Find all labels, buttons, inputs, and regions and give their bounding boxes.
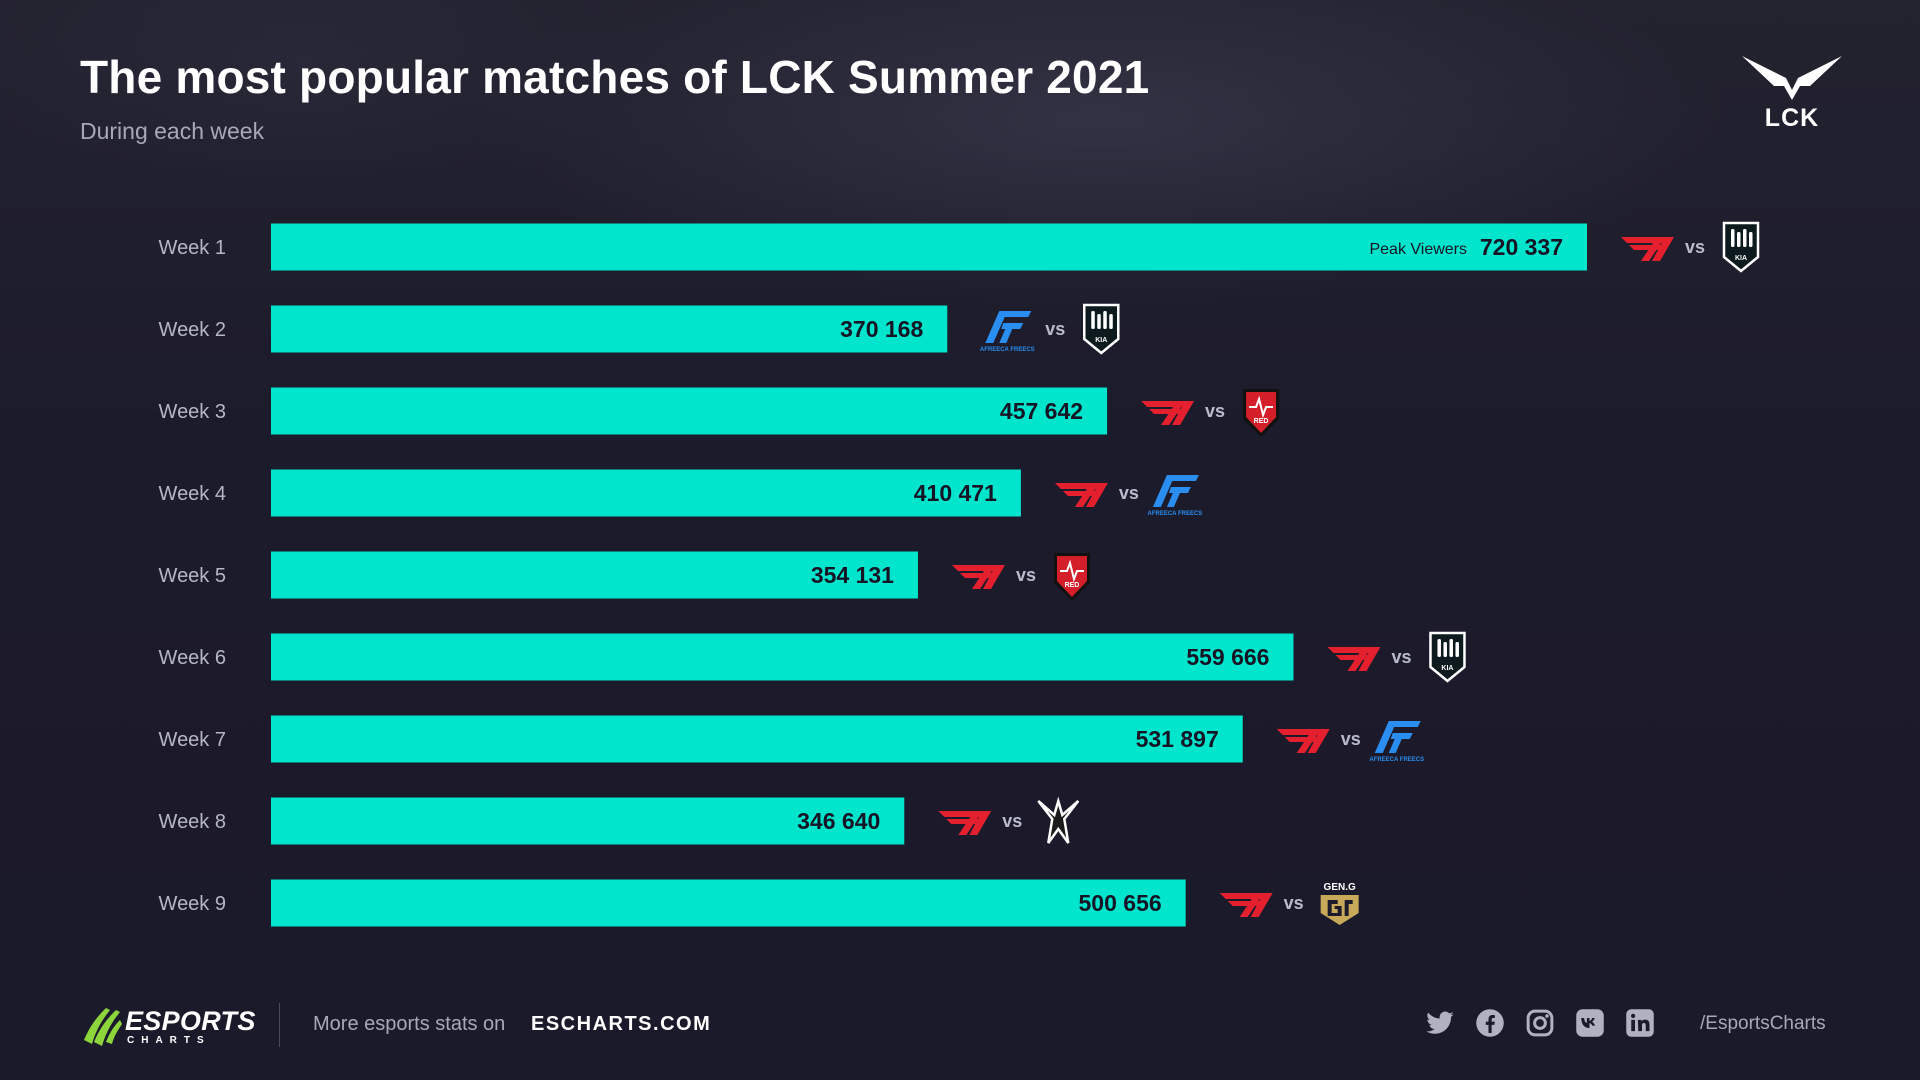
value-label: 370 168 xyxy=(840,316,923,342)
vs-label: vs xyxy=(1685,237,1705,257)
bar-week-6 xyxy=(271,633,1294,681)
team-logo-af-icon: AFREECA FREECS xyxy=(1369,721,1424,763)
team-logo-t1-icon xyxy=(951,565,1005,589)
chart-subtitle: During each week xyxy=(80,118,265,144)
week-label: Week 4 xyxy=(159,483,226,505)
team-logo-t1-icon xyxy=(1054,483,1108,507)
instagram-icon[interactable] xyxy=(1525,1008,1555,1038)
svg-text:AFREECA FREECS: AFREECA FREECS xyxy=(1148,511,1203,517)
svg-text:RED: RED xyxy=(1065,582,1080,589)
team-logo-t1-icon xyxy=(1141,401,1195,425)
footer-site-link[interactable]: ESCHARTS.COM xyxy=(531,1013,712,1035)
value-label: 500 656 xyxy=(1079,890,1162,916)
twitter-icon[interactable] xyxy=(1425,1008,1455,1038)
team-logo-ns-icon: RED xyxy=(1243,389,1280,437)
bar-week-3 xyxy=(271,387,1108,435)
bar-week-9 xyxy=(271,879,1186,927)
vk-icon[interactable] xyxy=(1575,1008,1605,1038)
team-logo-af-icon: AFREECA FREECS xyxy=(980,311,1035,353)
team-logo-af-icon: AFREECA FREECS xyxy=(1148,475,1203,517)
footer-brand: ESPORTS xyxy=(125,1006,256,1036)
value-label: 559 666 xyxy=(1186,644,1269,670)
peak-viewers-caption: Peak Viewers xyxy=(1369,241,1467,258)
week-label: Week 6 xyxy=(159,647,226,669)
svg-text:KIA: KIA xyxy=(1735,255,1747,262)
team-logo-dk-icon: KIA xyxy=(1429,631,1466,683)
facebook-icon[interactable] xyxy=(1475,1008,1505,1038)
week-label: Week 7 xyxy=(159,729,226,751)
footer-handle[interactable]: /EsportsCharts xyxy=(1700,1013,1826,1034)
bar-week-1 xyxy=(271,223,1587,271)
value-label: 346 640 xyxy=(797,808,880,834)
week-label: Week 8 xyxy=(159,811,226,833)
vs-label: vs xyxy=(1341,729,1361,749)
bar-week-8 xyxy=(271,797,905,845)
bar-week-2 xyxy=(271,305,948,353)
value-label: 410 471 xyxy=(914,480,997,506)
svg-text:KIA: KIA xyxy=(1095,337,1107,344)
week-label: Week 2 xyxy=(159,319,226,341)
team-logo-t1-icon xyxy=(1621,237,1674,261)
team-logo-dk-icon: KIA xyxy=(1083,303,1120,355)
footer-more-text: More esports stats on xyxy=(313,1013,506,1035)
linkedin-icon[interactable] xyxy=(1625,1008,1655,1038)
footer-brand-sub: CHARTS xyxy=(127,1035,211,1046)
esports-charts-logo-icon xyxy=(84,1008,122,1046)
social-icons xyxy=(1425,1008,1655,1042)
svg-text:AFREECA FREECS: AFREECA FREECS xyxy=(1369,757,1424,763)
value-label: 457 642 xyxy=(1000,398,1083,424)
lck-wing-logo-icon: LCK xyxy=(1742,56,1842,130)
bar-week-5 xyxy=(271,551,918,599)
svg-text:GEN.G: GEN.G xyxy=(1324,882,1356,893)
svg-text:KIA: KIA xyxy=(1441,665,1453,672)
week-label: Week 1 xyxy=(159,237,226,259)
svg-text:AFREECA FREECS: AFREECA FREECS xyxy=(980,347,1035,353)
bar-week-4 xyxy=(271,469,1021,517)
svg-text:RED: RED xyxy=(1254,418,1269,425)
vs-label: vs xyxy=(1119,483,1139,503)
team-logo-bro-icon xyxy=(1037,796,1080,844)
value-label: 531 897 xyxy=(1136,726,1219,752)
vs-label: vs xyxy=(1002,811,1022,831)
vs-label: vs xyxy=(1391,647,1411,667)
week-label: Week 5 xyxy=(159,565,226,587)
team-logo-dk-icon: KIA xyxy=(1722,221,1760,273)
team-logo-t1-icon xyxy=(1327,647,1381,671)
brand-logo-text: LCK xyxy=(1765,104,1819,130)
team-logo-gen-icon: GEN.G xyxy=(1320,882,1359,925)
vs-label: vs xyxy=(1045,319,1065,339)
bar-week-7 xyxy=(271,715,1243,763)
team-logo-t1-icon xyxy=(1276,729,1330,753)
value-label: 354 131 xyxy=(811,562,894,588)
team-logo-ns-icon: RED xyxy=(1053,553,1090,601)
team-logo-t1-icon xyxy=(938,811,992,835)
footer-divider xyxy=(279,1003,280,1047)
vs-label: vs xyxy=(1205,401,1225,421)
vs-label: vs xyxy=(1016,565,1036,585)
week-label: Week 9 xyxy=(159,893,226,915)
chart-title: The most popular matches of LCK Summer 2… xyxy=(80,51,1150,103)
team-logo-t1-icon xyxy=(1219,893,1273,917)
week-label: Week 3 xyxy=(159,401,226,423)
value-label: 720 337 xyxy=(1480,234,1563,260)
vs-label: vs xyxy=(1284,893,1304,913)
